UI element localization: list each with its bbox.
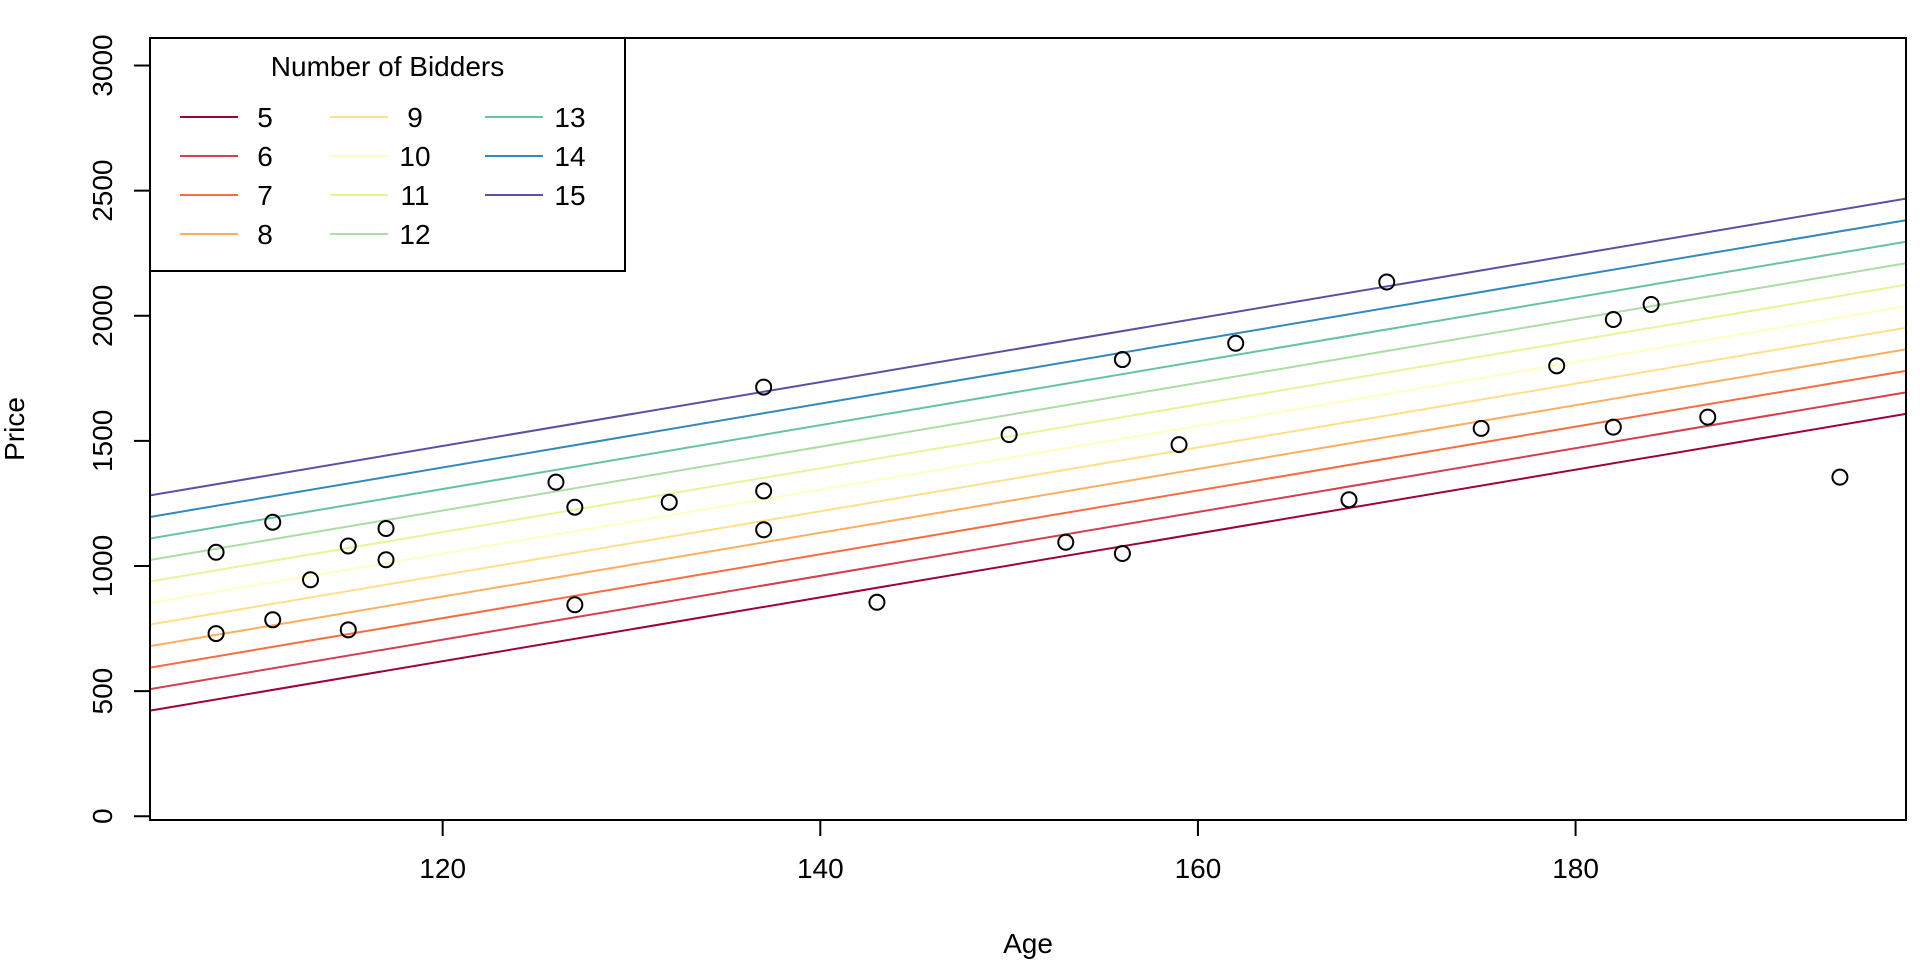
data-point — [1548, 357, 1566, 375]
y-tick-label: 2500 — [87, 159, 118, 221]
data-point — [566, 498, 584, 516]
data-point — [755, 482, 773, 500]
data-point — [1227, 334, 1245, 352]
data-point — [339, 621, 357, 639]
data-point — [755, 521, 773, 539]
x-tick-label: 120 — [419, 853, 466, 884]
data-point — [377, 519, 395, 537]
series-line-7 — [150, 369, 1906, 669]
data-point — [1604, 418, 1622, 436]
data-point — [1472, 419, 1490, 437]
legend: Number of Bidders 5 6 7 8 9 10 11 12 13 14 15 — [149, 37, 626, 272]
y-tick-label: 2000 — [87, 285, 118, 347]
x-tick-label: 160 — [1175, 853, 1222, 884]
series-line-5 — [150, 412, 1906, 712]
data-point — [1170, 436, 1188, 454]
series-line-10 — [150, 305, 1906, 605]
data-point — [264, 611, 282, 629]
data-point — [207, 625, 225, 643]
y-tick-label: 1500 — [87, 410, 118, 472]
series-line-6 — [150, 391, 1906, 691]
data-point — [1642, 296, 1660, 314]
series-line-11 — [150, 283, 1906, 583]
x-tick-label: 140 — [797, 853, 844, 884]
data-point — [1000, 426, 1018, 444]
data-point — [868, 593, 886, 611]
y-tick-label: 0 — [87, 808, 118, 824]
legend-label-7: 7 — [257, 180, 273, 211]
data-point — [1113, 351, 1131, 369]
data-point — [1057, 533, 1075, 551]
legend-label-12: 12 — [399, 219, 430, 250]
y-axis: 0 500 1000 1500 2000 2500 3000 — [87, 34, 150, 824]
legend-label-6: 6 — [257, 141, 273, 172]
data-point — [207, 543, 225, 561]
legend-label-9: 9 — [407, 102, 423, 133]
data-point — [547, 473, 565, 491]
legend-entries: 5 6 7 8 9 10 11 12 13 14 15 — [180, 102, 586, 250]
legend-label-13: 13 — [554, 102, 585, 133]
data-point — [301, 571, 319, 589]
data-point — [1113, 544, 1131, 562]
series-line-8 — [150, 348, 1906, 648]
regression-lines — [150, 197, 1906, 712]
data-point — [339, 537, 357, 555]
legend-label-5: 5 — [257, 102, 273, 133]
x-axis: 120 140 160 180 — [419, 820, 1599, 884]
data-point — [1378, 273, 1396, 291]
data-point — [377, 551, 395, 569]
plot-frame — [149, 37, 1907, 821]
series-line-15 — [150, 197, 1906, 497]
legend-label-10: 10 — [399, 141, 430, 172]
series-line-12 — [150, 262, 1906, 561]
series-line-13 — [150, 240, 1906, 540]
data-point — [1604, 311, 1622, 329]
legend-label-14: 14 — [554, 141, 585, 172]
legend-label-8: 8 — [257, 219, 273, 250]
data-point — [566, 596, 584, 614]
data-point — [755, 378, 773, 396]
legend-title: Number of Bidders — [271, 51, 504, 82]
x-axis-title: Age — [1003, 928, 1053, 959]
series-line-14 — [150, 219, 1906, 518]
y-axis-title: Price — [0, 397, 30, 461]
data-point — [264, 513, 282, 531]
legend-label-11: 11 — [400, 180, 429, 211]
series-line-9 — [150, 326, 1906, 626]
legend-box — [149, 37, 626, 272]
y-tick-label: 500 — [87, 668, 118, 715]
data-point — [1699, 408, 1717, 426]
data-point — [660, 493, 678, 511]
x-tick-label: 180 — [1552, 853, 1599, 884]
y-tick-label: 1000 — [87, 535, 118, 597]
data-point — [1831, 468, 1849, 486]
legend-label-15: 15 — [554, 180, 585, 211]
data-point — [1340, 491, 1358, 509]
data-points — [207, 273, 1849, 643]
y-tick-label: 3000 — [87, 34, 118, 96]
